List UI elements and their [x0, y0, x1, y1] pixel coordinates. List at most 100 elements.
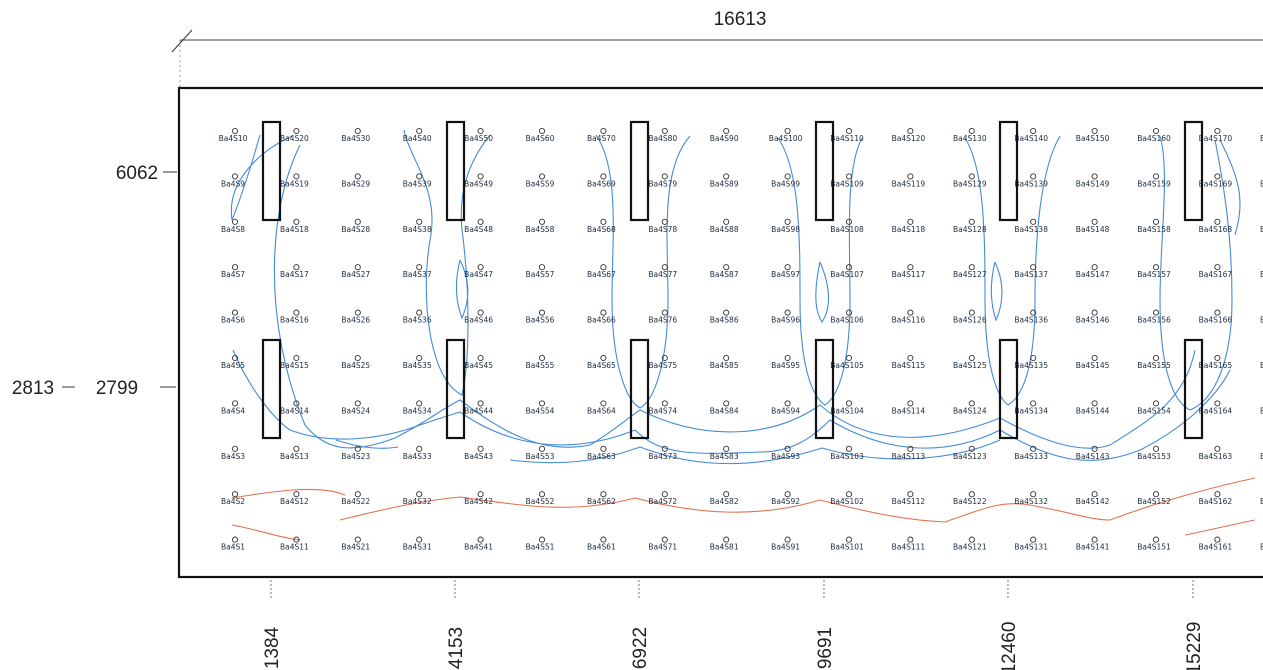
- sensor-point: [907, 218, 914, 225]
- x-mark-1384: 1384: [262, 626, 283, 669]
- contour-red-1: [231, 488, 346, 499]
- contour-blue-7: [1159, 135, 1233, 411]
- sensor-label: Ba4S154: [1137, 406, 1171, 415]
- contour-red-2: [339, 477, 1256, 523]
- sensor-label: Ba4S157: [1137, 270, 1171, 279]
- sensor-label: Ba4S112: [892, 497, 926, 506]
- sensor-point: [661, 309, 668, 316]
- sensor-label: Ba4S18: [280, 225, 309, 234]
- sensor-label: Ba4S178: [1260, 225, 1263, 234]
- sensor-label: Ba4S28: [341, 225, 370, 234]
- sensor-label: Ba4S105: [830, 361, 864, 370]
- sensor-label: Ba4S48: [464, 225, 493, 234]
- sensor-label: Ba4S22: [341, 497, 370, 506]
- sensor-point: [968, 354, 975, 362]
- sensor-point: [723, 400, 730, 407]
- sensor-label: Ba4S97: [771, 270, 800, 279]
- sensor-point: [1152, 536, 1160, 543]
- sensor-point: [1214, 400, 1221, 407]
- sensor-point: [293, 264, 300, 271]
- contour-blue-3: [403, 129, 491, 396]
- sensor-point: [538, 173, 546, 180]
- sensor-point: [845, 491, 853, 498]
- sensor-point: [477, 127, 484, 135]
- sensor-point: [845, 173, 853, 180]
- overall-width-label: 16613: [714, 9, 767, 30]
- sensor-label: Ba4S44: [464, 406, 493, 415]
- sensor-point: [784, 400, 791, 407]
- sensor-label: Ba4S174: [1260, 406, 1263, 415]
- sensor-point: [1214, 173, 1221, 180]
- sensor-label: Ba4S39: [403, 179, 432, 188]
- sensor-point: [784, 309, 791, 316]
- sensor-label: Ba4S16: [280, 316, 309, 325]
- sensor-label: Ba4S95: [771, 361, 800, 370]
- sensor-point: [661, 354, 668, 362]
- sensor-point: [723, 264, 730, 271]
- sensor-point: [784, 127, 791, 135]
- sensor-label: Ba4S176: [1260, 316, 1263, 325]
- sensor-label: Ba4S144: [1076, 406, 1110, 415]
- sensor-point: [231, 445, 239, 452]
- sensor-point: [600, 264, 607, 271]
- sensor-point: [477, 173, 484, 180]
- sensor-point: [600, 218, 607, 225]
- sensor-point: [1030, 127, 1037, 135]
- sensor-label: Ba4S4: [221, 406, 245, 415]
- contour-blue-8: [455, 259, 469, 320]
- column-6-top: [1183, 120, 1204, 222]
- sensor-label: Ba4S161: [1199, 543, 1233, 552]
- sensor-label: Ba4S64: [587, 406, 616, 415]
- sensor-point: [231, 400, 239, 407]
- sensor-point: [1030, 400, 1037, 407]
- sensor-label: Ba4S130: [953, 134, 987, 143]
- sensor-label: Ba4S53: [526, 452, 555, 461]
- sensor-point: [293, 354, 300, 362]
- sensor-point: [907, 127, 914, 135]
- sensor-point: [845, 354, 853, 362]
- sensor-point: [231, 309, 239, 316]
- sensor-point: [354, 309, 361, 316]
- column-6-bottom: [1183, 338, 1204, 440]
- sensor-label: Ba4S81: [710, 543, 739, 552]
- sensor-label: Ba4S165: [1199, 361, 1233, 370]
- sensor-point: [1091, 127, 1098, 135]
- sensor-point: [723, 445, 730, 452]
- sensor-label: Ba4S139: [1014, 179, 1048, 188]
- sensor-point: [293, 218, 300, 225]
- sensor-label: Ba4S42: [464, 497, 493, 506]
- sensor-point: [293, 445, 300, 452]
- sensor-point: [661, 264, 668, 271]
- sensor-point: [1091, 218, 1098, 225]
- sensor-label: Ba4S118: [892, 225, 926, 234]
- sensor-label: Ba4S12: [280, 497, 309, 506]
- y-mark-2799: 2799: [96, 378, 138, 399]
- sensor-label: Ba4S9: [221, 179, 245, 188]
- sensor-point: [723, 218, 730, 225]
- sensor-label: Ba4S175: [1260, 361, 1263, 370]
- sensor-label: Ba4S33: [403, 452, 432, 461]
- sensor-label: Ba4S66: [587, 316, 616, 325]
- sensor-point: [600, 400, 607, 407]
- sensor-label: Ba4S80: [648, 134, 677, 143]
- contour-blue-10: [231, 134, 1241, 236]
- sensor-point: [1214, 536, 1221, 543]
- sensor-label: Ba4S151: [1137, 543, 1171, 552]
- sensor-label: Ba4S41: [464, 543, 493, 552]
- sensor-label: Ba4S69: [587, 179, 616, 188]
- sensor-label: Ba4S74: [648, 406, 677, 415]
- y-mark-2813: 2813: [12, 378, 54, 399]
- sensor-point: [1214, 491, 1221, 498]
- sensor-label: Ba4S19: [280, 179, 309, 188]
- column-1-top: [261, 120, 282, 222]
- sensor-point: [1152, 127, 1160, 135]
- sensor-label: Ba4S162: [1199, 497, 1233, 506]
- sensor-point: [416, 536, 423, 543]
- sensor-point: [538, 354, 546, 362]
- sensor-label: Ba4S156: [1137, 316, 1171, 325]
- sensor-label: Ba4S166: [1199, 316, 1233, 325]
- sensor-label: Ba4S123: [953, 452, 987, 461]
- sensor-point: [538, 309, 546, 316]
- sensor-label: Ba4S84: [710, 406, 739, 415]
